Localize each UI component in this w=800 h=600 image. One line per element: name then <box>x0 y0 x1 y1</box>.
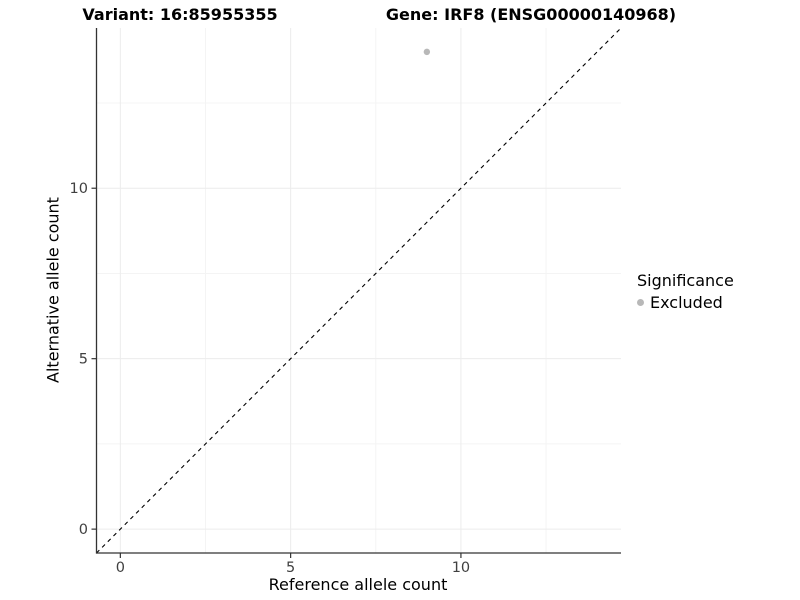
x-axis-title: Reference allele count <box>268 575 448 594</box>
x-tick-label: 10 <box>452 560 470 576</box>
y-axis-title: Alternative allele count <box>43 197 63 383</box>
legend-item-label: Excluded <box>650 293 723 312</box>
legend: Significance Excluded <box>637 271 734 312</box>
legend-point-icon <box>637 299 644 306</box>
y-tick-label: 0 <box>79 522 88 538</box>
y-tick-label: 10 <box>70 181 88 197</box>
data-point-excluded <box>423 48 431 56</box>
identity-reference-line <box>96 27 622 554</box>
legend-item-excluded: Excluded <box>637 293 734 312</box>
x-tick-label: 5 <box>286 560 295 576</box>
legend-title: Significance <box>637 271 734 290</box>
x-tick-label: 0 <box>116 560 125 576</box>
plot-title-gene: Gene: IRF8 (ENSG00000140968) <box>385 5 677 24</box>
plot-title-variant: Variant: 16:85955355 <box>82 5 278 24</box>
y-tick-label: 5 <box>79 352 88 368</box>
